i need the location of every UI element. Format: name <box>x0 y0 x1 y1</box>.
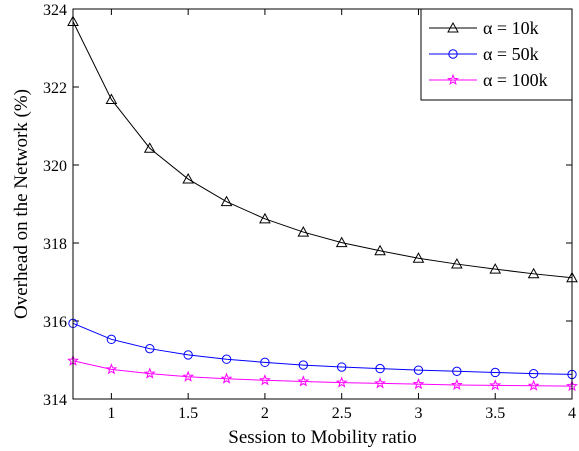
x-tick-label: 3 <box>414 405 422 422</box>
circle-marker <box>528 368 539 379</box>
circle-marker <box>375 363 385 374</box>
star-marker <box>374 377 387 389</box>
circle-marker <box>221 354 232 364</box>
legend-label: α = 100k <box>483 70 548 90</box>
x-tick-label: 3.5 <box>485 405 505 422</box>
circle-marker <box>452 366 462 377</box>
x-tick-label: 4 <box>568 405 576 422</box>
legend-label: α = 50k <box>483 44 539 64</box>
x-tick-label: 2.5 <box>332 405 352 422</box>
triangle-marker <box>143 142 156 153</box>
star-marker <box>527 379 540 391</box>
triangle-marker <box>182 173 195 184</box>
circle-marker <box>336 362 347 372</box>
star-marker <box>297 375 310 387</box>
star-marker <box>412 377 425 390</box>
x-axis-label: Session to Mobility ratio <box>228 427 416 448</box>
series-2 <box>68 318 577 380</box>
series-line <box>72 322 573 375</box>
circle-marker <box>298 360 309 370</box>
plot-frame <box>72 8 573 400</box>
series-3 <box>67 354 578 392</box>
star-marker <box>143 367 156 379</box>
star-marker <box>450 378 463 391</box>
star-marker <box>489 379 502 391</box>
circle-marker <box>106 334 117 345</box>
triangle-marker <box>105 93 118 104</box>
legend: α = 10k α = 50k α = 100k <box>420 8 573 101</box>
triangle-marker <box>259 212 271 224</box>
triangle-marker <box>335 236 348 248</box>
star-marker <box>182 370 195 382</box>
x-tick-label: 1.5 <box>178 405 198 422</box>
legend-label: α = 10k <box>483 18 539 38</box>
circle-marker <box>448 49 458 59</box>
triangle-marker <box>489 263 502 274</box>
circle-marker <box>260 357 270 368</box>
star-marker <box>258 374 271 386</box>
circle-marker <box>413 365 424 375</box>
y-tick-label: 318 <box>43 236 67 253</box>
y-tick-label: 316 <box>43 314 67 331</box>
star-marker <box>105 363 118 375</box>
star-marker <box>447 73 459 86</box>
legend-item: α = 10k <box>429 18 539 38</box>
triangle-marker <box>450 258 463 269</box>
triangle-marker <box>527 267 540 279</box>
y-tick-label: 314 <box>43 392 67 409</box>
y-tick-label: 324 <box>43 2 67 19</box>
star-marker <box>220 372 233 384</box>
circle-marker <box>490 367 500 378</box>
triangle-marker <box>412 252 425 263</box>
y-tick-label: 320 <box>43 158 67 175</box>
y-tick-label: 322 <box>43 80 67 97</box>
triangle-marker <box>374 244 386 256</box>
triangle-marker <box>220 195 233 207</box>
circle-marker <box>145 343 155 354</box>
circle-marker <box>183 350 193 360</box>
y-axis-label: Overhead on the Network (%) <box>11 89 32 319</box>
triangle-marker <box>447 21 459 33</box>
x-tick-label: 1 <box>107 405 115 422</box>
axis-ticks: 1 1.5 2 2.5 3 3.5 4 314 316 318 320 322 324 <box>43 2 576 422</box>
series-1 <box>67 15 578 283</box>
triangle-marker <box>297 226 310 237</box>
series-lines <box>67 15 578 392</box>
star-marker <box>335 376 348 388</box>
series-line <box>72 360 573 387</box>
legend-item: α = 50k <box>429 44 539 64</box>
series-line <box>72 21 573 279</box>
x-tick-label: 2 <box>261 405 269 422</box>
legend-item: α = 100k <box>429 70 548 90</box>
